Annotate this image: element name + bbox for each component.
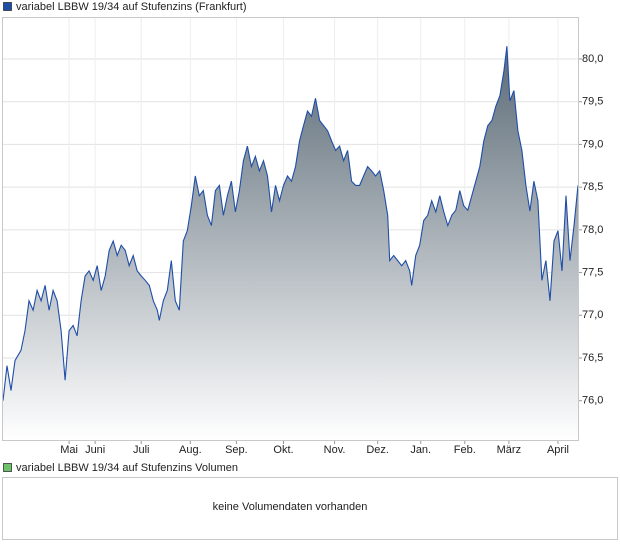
y-tick-label: 78,0 bbox=[582, 224, 603, 236]
y-tick-label: 76,5 bbox=[582, 352, 603, 364]
x-tick-label: Aug. bbox=[179, 444, 202, 456]
x-tick-label: Nov. bbox=[324, 444, 346, 456]
x-tick-label: Okt. bbox=[273, 444, 293, 456]
plot-border bbox=[2, 17, 579, 441]
legend-swatch bbox=[3, 2, 12, 11]
x-tick-label: Juli bbox=[133, 444, 150, 456]
area-fill bbox=[3, 46, 578, 440]
x-tick-label: Juni bbox=[85, 444, 105, 456]
x-tick-label: Jan. bbox=[410, 444, 431, 456]
legend-swatch bbox=[3, 463, 12, 472]
volume-frame bbox=[2, 477, 618, 540]
x-tick-label: Dez. bbox=[366, 444, 389, 456]
price-line bbox=[2, 46, 579, 401]
y-tick-label: 76,0 bbox=[582, 395, 603, 407]
y-tick-label: 77,0 bbox=[582, 309, 603, 321]
y-tick-label: 78,5 bbox=[582, 181, 603, 193]
x-tick-label: Mai bbox=[60, 444, 78, 456]
legend-label: variabel LBBW 19/34 auf Stufenzins (Fran… bbox=[16, 1, 247, 13]
y-tick-label: 77,5 bbox=[582, 266, 603, 278]
x-tick-label: April bbox=[547, 444, 569, 456]
y-tick-label: 79,0 bbox=[582, 138, 603, 150]
y-tick-label: 80,0 bbox=[582, 53, 603, 65]
x-tick-label: Feb. bbox=[454, 444, 476, 456]
x-tick-label: Sep. bbox=[225, 444, 248, 456]
volume-message: keine Volumendaten vorhanden bbox=[213, 501, 368, 513]
x-tick-label: März bbox=[497, 444, 521, 456]
y-tick-label: 79,5 bbox=[582, 96, 603, 108]
legend-label: variabel LBBW 19/34 auf Stufenzins Volum… bbox=[16, 462, 238, 474]
